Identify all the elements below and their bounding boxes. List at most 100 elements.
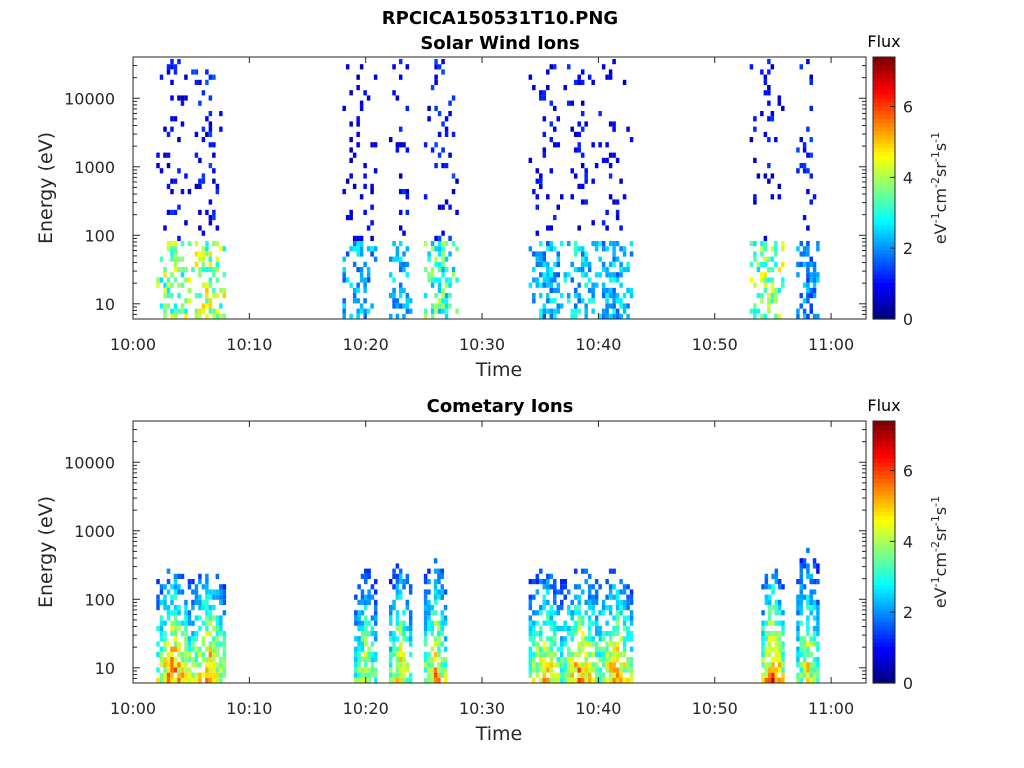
heatmap-cell xyxy=(342,308,346,314)
heatmap-cell xyxy=(612,303,616,309)
heatmap-cell xyxy=(535,579,540,585)
heatmap-cell xyxy=(184,620,188,626)
heatmap-cell xyxy=(184,277,188,283)
heatmap-cell xyxy=(626,313,630,319)
heatmap-cell xyxy=(170,59,174,65)
heatmap-cell xyxy=(215,267,220,273)
heatmap-cell xyxy=(359,235,364,241)
heatmap-cell xyxy=(170,209,174,215)
heatmap-cell xyxy=(437,261,442,267)
heatmap-cell xyxy=(605,293,609,299)
heatmap-cell xyxy=(173,308,178,314)
heatmap-cell xyxy=(615,298,620,304)
heatmap-cell xyxy=(388,579,393,585)
heatmap-cell xyxy=(615,157,620,163)
colorbar-swatch xyxy=(873,658,895,664)
colorbar-swatch xyxy=(873,216,895,222)
heatmap-cell xyxy=(761,636,765,642)
heatmap-cell xyxy=(427,610,431,616)
heatmap-cell xyxy=(612,308,616,314)
heatmap-cell xyxy=(626,662,630,668)
heatmap-cell xyxy=(395,563,400,569)
colorbar-swatch xyxy=(873,552,895,557)
heatmap-cell xyxy=(427,667,431,673)
heatmap-cell xyxy=(215,256,220,262)
heatmap-cell xyxy=(388,272,393,278)
heatmap-cell xyxy=(774,646,779,652)
heatmap-cell xyxy=(753,241,757,247)
heatmap-cell xyxy=(580,111,585,117)
heatmap-cell xyxy=(556,282,561,288)
heatmap-cell xyxy=(156,677,160,683)
heatmap-cell xyxy=(402,313,406,319)
heatmap-cell xyxy=(173,178,178,184)
heatmap-cell xyxy=(594,662,599,668)
colorbar-tick-label: 6 xyxy=(903,98,913,117)
heatmap-cell xyxy=(587,298,592,304)
heatmap-cell xyxy=(612,152,616,158)
colorbar-tick-label: 0 xyxy=(903,674,913,693)
colorbar-swatch xyxy=(873,196,895,201)
colorbar-tick-label: 2 xyxy=(903,603,913,622)
heatmap-cell xyxy=(812,677,817,683)
heatmap-cell xyxy=(608,641,613,647)
heatmap-cell xyxy=(774,298,778,304)
heatmap-cell xyxy=(601,241,606,247)
heatmap-cell xyxy=(360,672,365,678)
heatmap-cell xyxy=(806,298,810,304)
heatmap-cell xyxy=(580,256,585,262)
heatmap-cell xyxy=(608,121,613,127)
heatmap-cell xyxy=(573,605,578,611)
heatmap-cell xyxy=(777,641,782,647)
heatmap-cell xyxy=(187,636,192,642)
heatmap-cell xyxy=(191,69,195,75)
heatmap-cell xyxy=(166,246,171,252)
heatmap-cell xyxy=(580,298,585,304)
heatmap-cell xyxy=(166,69,171,75)
heatmap-cell xyxy=(173,584,178,590)
heatmap-cell xyxy=(170,662,174,668)
heatmap-cell xyxy=(573,667,578,673)
heatmap-cell xyxy=(799,241,804,247)
colorbar-swatch xyxy=(873,461,895,467)
heatmap-cell xyxy=(402,230,406,236)
heatmap-cell xyxy=(201,657,206,663)
heatmap-cell xyxy=(566,298,571,304)
heatmap-cell xyxy=(166,293,171,299)
heatmap-cell xyxy=(601,677,606,683)
heatmap-cell xyxy=(563,657,567,663)
heatmap-cell xyxy=(173,251,178,257)
heatmap-cell xyxy=(367,667,371,673)
heatmap-cell xyxy=(222,636,227,642)
heatmap-cell xyxy=(173,646,178,652)
heatmap-cell xyxy=(767,651,772,657)
colorbar-swatch xyxy=(873,621,895,627)
heatmap-cell xyxy=(546,272,550,278)
heatmap-cell xyxy=(553,584,557,590)
heatmap-cell xyxy=(608,667,613,673)
heatmap-cell xyxy=(398,267,403,273)
heatmap-cell xyxy=(423,657,428,663)
heatmap-cell xyxy=(774,579,779,585)
heatmap-cell xyxy=(215,589,220,595)
heatmap-cell xyxy=(781,672,785,678)
heatmap-cell xyxy=(356,308,360,314)
heatmap-cell xyxy=(437,282,442,288)
heatmap-cell xyxy=(364,568,368,574)
heatmap-cell xyxy=(194,662,199,668)
heatmap-cell xyxy=(774,137,778,143)
heatmap-cell xyxy=(622,246,627,252)
heatmap-cell xyxy=(532,641,536,647)
heatmap-cell xyxy=(816,631,820,637)
heatmap-cell xyxy=(629,293,634,299)
heatmap-cell xyxy=(423,241,428,247)
heatmap-cell xyxy=(577,646,581,652)
heatmap-cell xyxy=(198,308,202,314)
heatmap-cell xyxy=(560,651,564,657)
heatmap-cell xyxy=(528,605,533,611)
heatmap-cell xyxy=(440,573,444,579)
heatmap-cell xyxy=(194,261,199,267)
heatmap-cell xyxy=(577,610,581,616)
heatmap-cell xyxy=(184,667,188,673)
heatmap-cell xyxy=(799,651,804,657)
